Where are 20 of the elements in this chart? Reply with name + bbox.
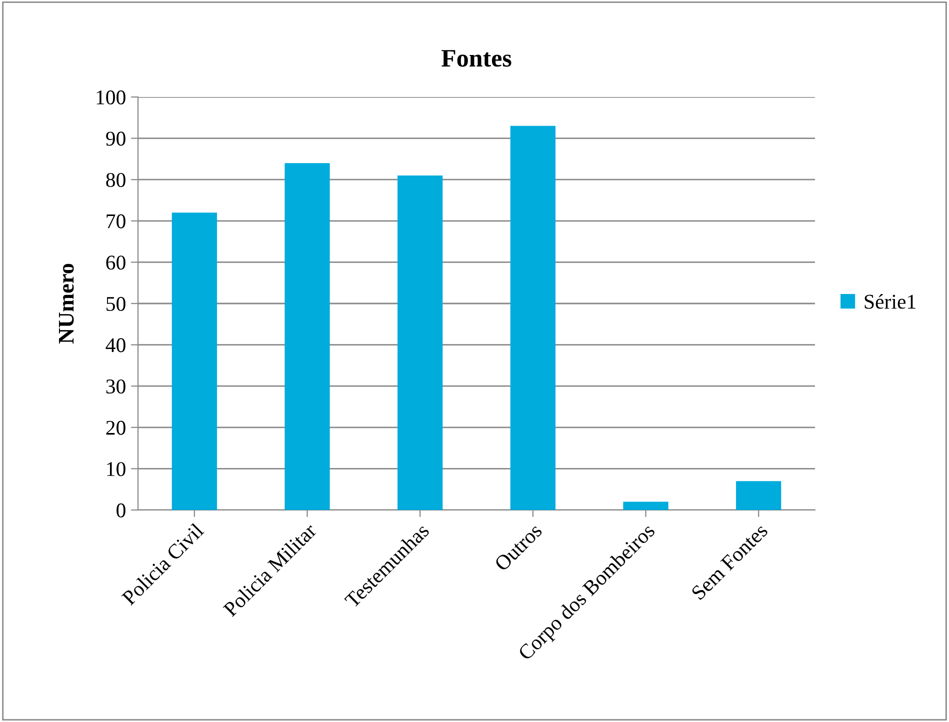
y-tick-label: 40 — [106, 338, 126, 352]
y-tick-label: 60 — [106, 256, 126, 270]
bar — [510, 126, 556, 510]
bar — [398, 175, 443, 510]
y-tick-label: 0 — [116, 503, 126, 518]
bar — [736, 481, 782, 510]
y-tick-label: 20 — [106, 420, 126, 435]
bar — [172, 212, 217, 510]
chart-title: Fontes — [442, 50, 512, 67]
bar — [623, 502, 668, 510]
y-tick-label: 90 — [106, 132, 126, 146]
legend-label: Série1 — [864, 294, 916, 309]
y-axis-title: NUmero — [58, 264, 74, 344]
y-tick-label: 100 — [96, 90, 126, 104]
y-tick-label: 80 — [106, 172, 126, 188]
y-tick-label: 30 — [106, 379, 126, 394]
y-tick-label: 10 — [107, 462, 126, 476]
bar — [284, 163, 330, 510]
y-tick-label: 50 — [106, 296, 126, 311]
y-tick-label: 70 — [106, 214, 126, 228]
